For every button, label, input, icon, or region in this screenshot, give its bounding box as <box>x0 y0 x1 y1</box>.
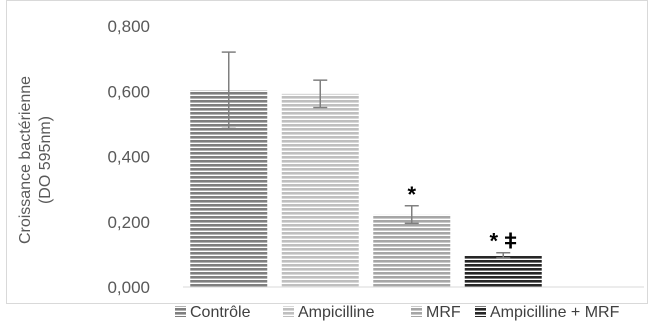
legend-item: Ampicilline + MRF <box>475 304 620 321</box>
error-bar <box>496 251 511 259</box>
chart-border <box>6 0 648 304</box>
y-axis-label-line2: (DO 595nm) <box>37 116 54 204</box>
y-tick-label: 0,400 <box>107 148 150 167</box>
error-bar <box>404 205 419 225</box>
y-tick-label: 0,600 <box>107 82 150 101</box>
y-tick-label: 0,200 <box>107 213 150 232</box>
bar <box>281 93 359 287</box>
legend-label: Ampicilline + MRF <box>490 304 620 321</box>
bar <box>373 214 451 287</box>
legend-item: Contrôle <box>175 304 251 321</box>
legend-swatch <box>475 306 486 317</box>
y-axis-label-line1: Croissance bactérienne <box>17 76 34 244</box>
legend-label: MRF <box>426 304 461 321</box>
legend-swatch <box>283 306 294 317</box>
significance-annotation: * ǂ <box>489 229 517 254</box>
legend-swatch <box>175 306 186 317</box>
significance-annotation: * <box>407 182 416 207</box>
legend-item: Ampicilline <box>283 304 375 321</box>
legend-label: Ampicilline <box>298 304 375 321</box>
legend-label: Contrôle <box>190 304 251 321</box>
error-bar <box>221 51 236 130</box>
bar <box>464 255 542 287</box>
legend-swatch <box>411 306 422 317</box>
legend-item: MRF <box>411 304 461 321</box>
y-tick-label: 0,000 <box>107 278 150 297</box>
y-tick-label: 0,800 <box>107 17 150 36</box>
error-bar <box>313 79 328 109</box>
